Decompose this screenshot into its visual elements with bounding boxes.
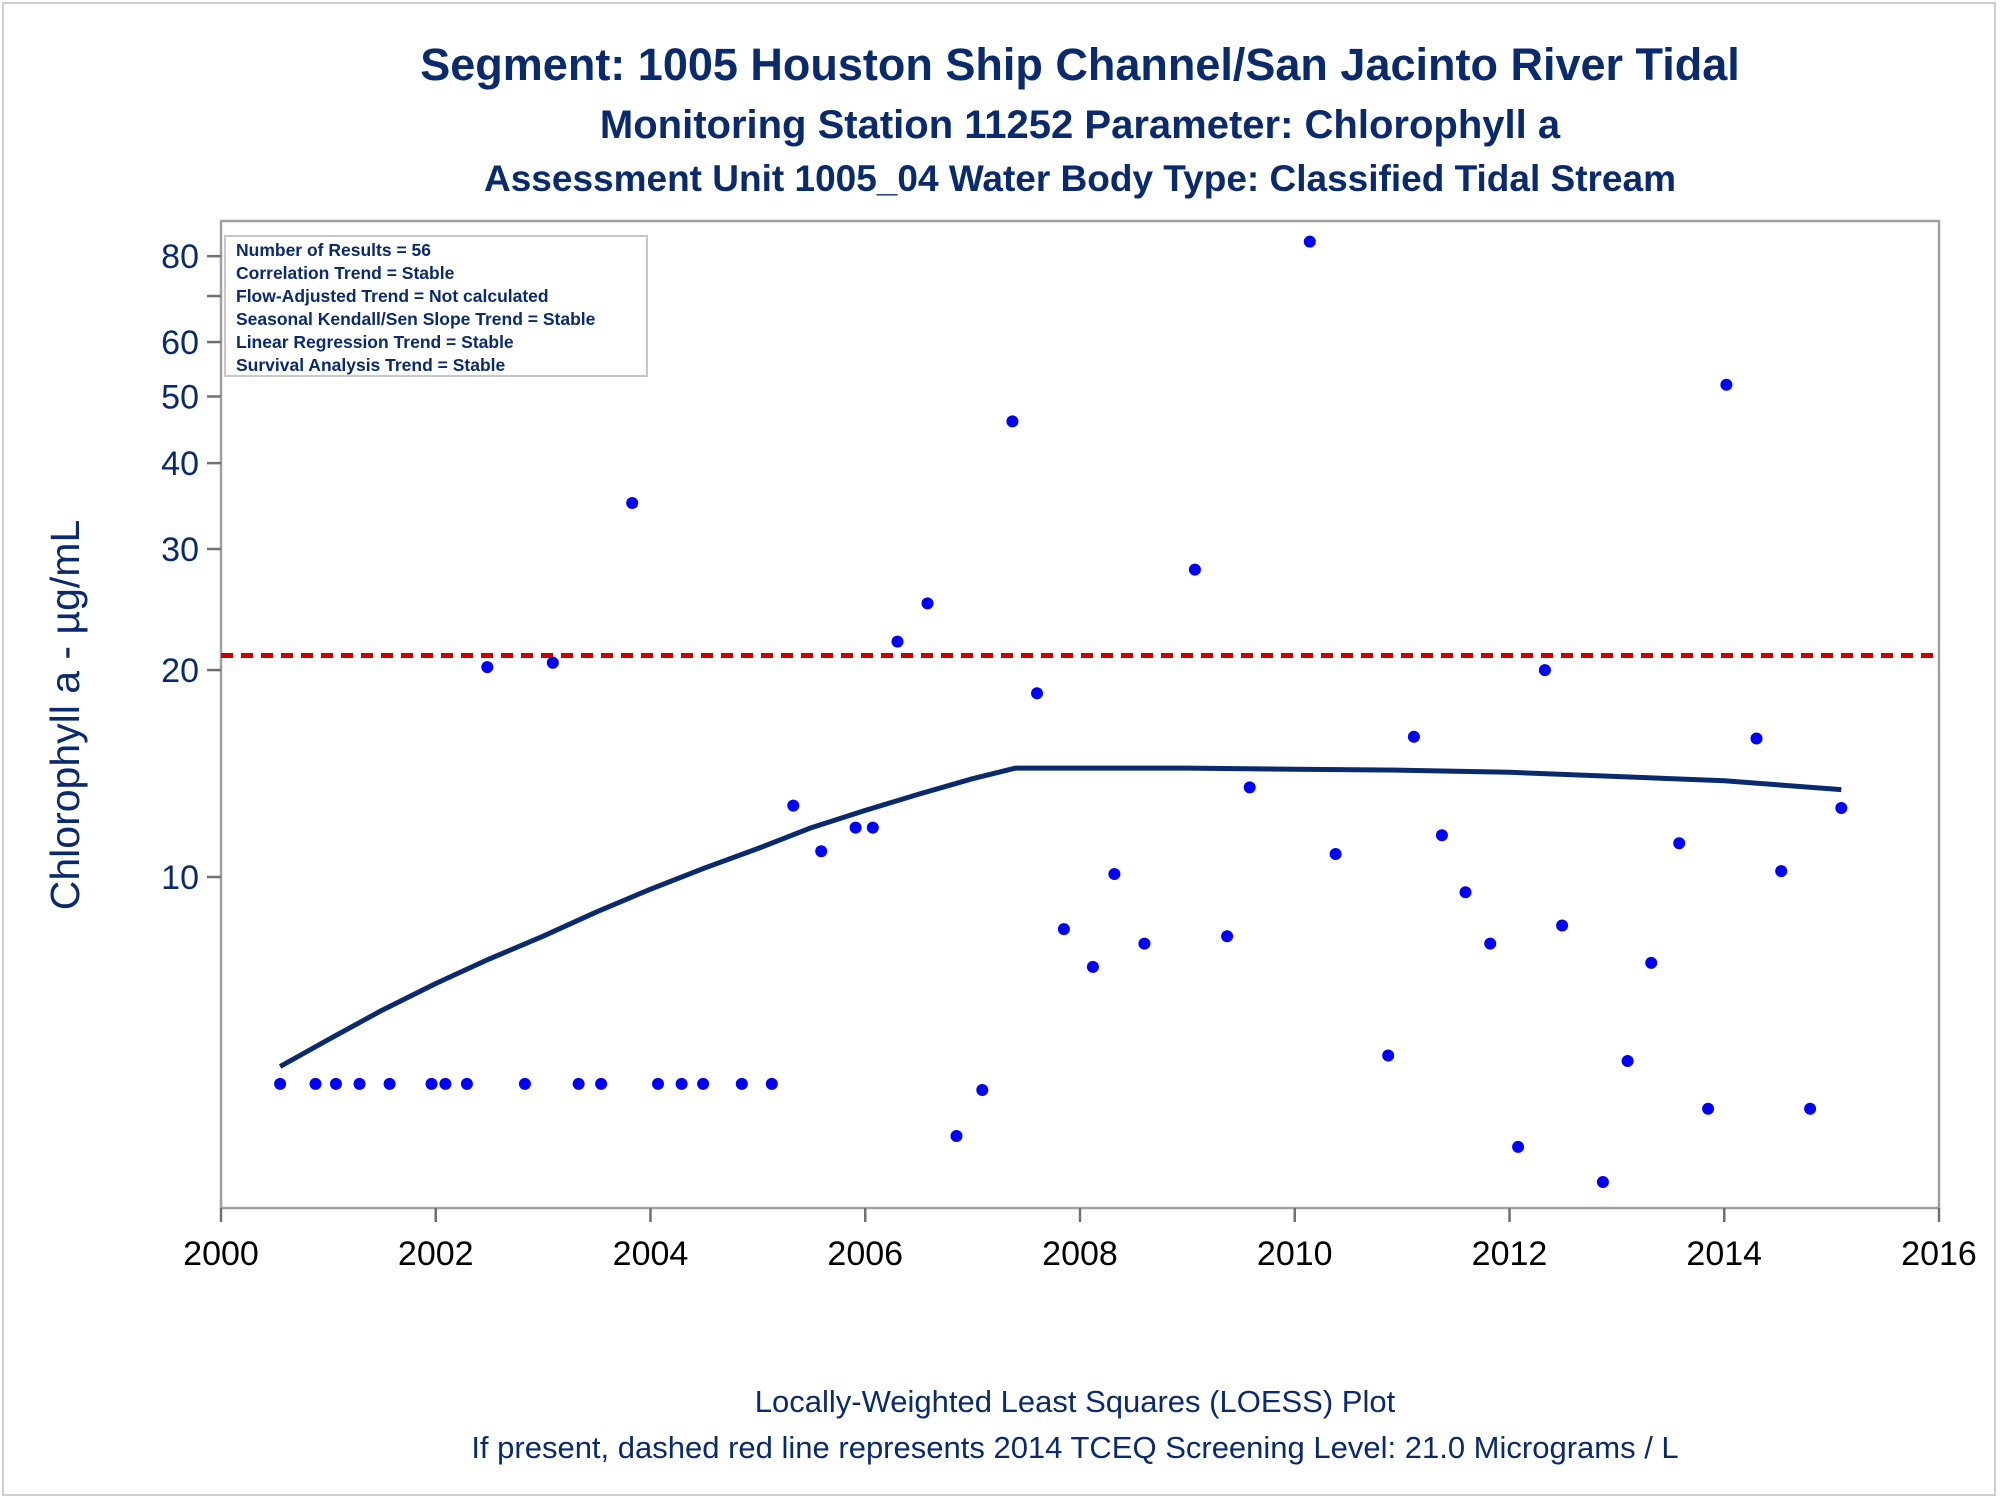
data-point <box>950 1130 963 1142</box>
data-point <box>1702 1102 1715 1115</box>
data-point <box>1407 730 1420 743</box>
data-point <box>1484 937 1497 950</box>
inset-line-linear-regression: Linear Regression Trend = Stable <box>236 332 514 352</box>
data-point <box>1031 687 1043 700</box>
data-point <box>765 1077 778 1090</box>
y-tick-label: 30 <box>161 531 199 569</box>
data-point <box>1804 1102 1817 1115</box>
data-point <box>1108 868 1121 880</box>
x-tick-label: 2008 <box>1042 1235 1118 1273</box>
inset-line-flow-adjusted: Flow-Adjusted Trend = Not calculated <box>236 286 549 306</box>
data-point <box>697 1077 710 1090</box>
data-point <box>481 661 494 674</box>
data-point <box>309 1077 322 1090</box>
data-point <box>1086 960 1099 973</box>
data-points <box>274 235 1848 1188</box>
x-tick-label: 2016 <box>1901 1235 1977 1273</box>
data-point <box>891 635 904 648</box>
x-tick-label: 2002 <box>398 1235 474 1273</box>
data-point <box>1057 923 1070 936</box>
inset-line-seasonal-kendall: Seasonal Kendall/Sen Slope Trend = Stabl… <box>236 309 596 329</box>
y-axis-label: Chlorophyll a - µg/mL <box>42 520 88 911</box>
trend-summary-border <box>224 235 648 377</box>
data-point <box>1382 1049 1395 1062</box>
y-tick-label: 80 <box>161 238 199 276</box>
data-point <box>1459 886 1472 899</box>
inset-line-correlation: Correlation Trend = Stable <box>236 263 455 283</box>
data-point <box>425 1077 438 1090</box>
data-point <box>383 1077 396 1090</box>
data-point <box>675 1077 688 1090</box>
data-point <box>1303 235 1316 248</box>
data-point <box>1596 1176 1609 1188</box>
footer-line2: If present, dashed red line represents 2… <box>471 1430 1678 1465</box>
data-point <box>976 1084 989 1096</box>
data-point <box>572 1077 585 1090</box>
data-point <box>1750 732 1763 745</box>
chart-title-line1: Segment: 1005 Houston Ship Channel/San J… <box>420 39 1739 90</box>
y-tick-label: 60 <box>161 324 199 362</box>
data-point <box>274 1077 287 1090</box>
y-tick-label: 10 <box>161 859 199 897</box>
data-point <box>1221 930 1234 943</box>
data-point <box>1435 829 1448 842</box>
data-point <box>1188 563 1201 576</box>
y-tick-label: 20 <box>161 652 199 690</box>
x-tick-label: 2010 <box>1257 1235 1333 1273</box>
inset-line-results: Number of Results = 56 <box>236 240 431 260</box>
data-point <box>1775 865 1788 878</box>
x-tick-label: 2004 <box>613 1235 689 1273</box>
data-point <box>329 1077 342 1090</box>
footer-line1: Locally-Weighted Least Squares (LOESS) P… <box>755 1384 1396 1419</box>
data-point <box>460 1077 473 1090</box>
y-axis: 10 20 30 40 50 60 80 <box>161 238 221 897</box>
chart-title-line2: Monitoring Station 11252 Parameter: Chlo… <box>600 103 1561 147</box>
x-tick-label: 2012 <box>1472 1235 1548 1273</box>
data-point <box>1538 664 1551 677</box>
data-point <box>815 845 828 858</box>
data-point <box>1673 837 1686 850</box>
data-point <box>1720 378 1733 391</box>
data-point <box>1556 919 1569 932</box>
y-tick-label: 40 <box>161 445 199 483</box>
data-point <box>1835 802 1848 814</box>
x-tick-label: 2000 <box>183 1235 259 1273</box>
data-point <box>1329 848 1342 860</box>
data-point <box>595 1077 608 1090</box>
data-point <box>921 597 934 610</box>
data-point <box>652 1077 664 1090</box>
data-point <box>1006 415 1019 428</box>
data-point <box>1243 781 1256 794</box>
data-point <box>626 497 639 509</box>
x-tick-label: 2006 <box>827 1235 903 1273</box>
y-tick-label: 50 <box>161 378 199 416</box>
data-point <box>787 799 800 812</box>
data-point <box>1512 1140 1525 1153</box>
data-point <box>1645 956 1658 969</box>
data-point <box>353 1077 366 1090</box>
loess-curve <box>278 765 1842 1069</box>
x-axis: 2000 2002 2004 2006 2008 2010 2012 2014 2016 <box>183 1208 1977 1273</box>
trend-summary-box: Number of Results = 56 Correlation Trend… <box>224 235 648 377</box>
data-point <box>439 1077 452 1090</box>
chart-title-line3: Assessment Unit 1005_04 Water Body Type:… <box>484 158 1676 199</box>
x-tick-label: 2014 <box>1686 1235 1762 1273</box>
inset-line-survival: Survival Analysis Trend = Stable <box>236 355 506 375</box>
data-point <box>1138 937 1151 950</box>
data-point <box>866 821 879 834</box>
data-point <box>849 821 862 834</box>
data-point <box>518 1077 531 1090</box>
data-point <box>735 1077 748 1090</box>
data-point <box>1621 1055 1634 1067</box>
data-point <box>546 656 559 669</box>
